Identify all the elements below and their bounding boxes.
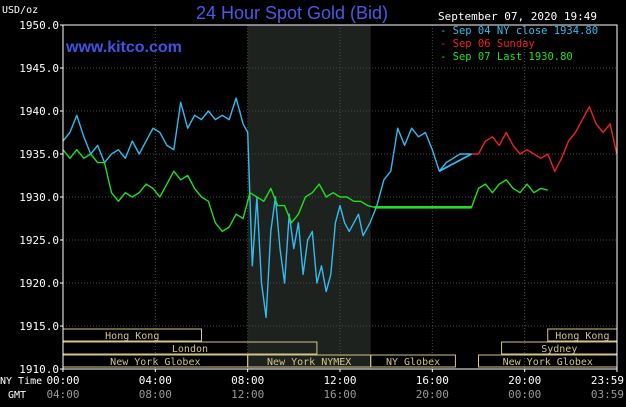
series-line-2 — [62, 148, 548, 233]
x-tick-label-ny: 20:00 — [508, 374, 541, 387]
y-tick-label: 1945.0 — [19, 62, 59, 75]
x-tick-label-gmt: 00:00 — [508, 388, 541, 401]
x-tick-label-ny: 23:59 — [591, 374, 624, 387]
legend-entry: - Sep 07 Last 1930.80 — [440, 51, 573, 63]
x-row-label-gmt: GMT — [8, 390, 26, 401]
x-tick-label-ny: 16:00 — [416, 374, 449, 387]
x-axis-ticks: 00:0004:0004:0008:0008:0012:0012:0016:00… — [46, 369, 624, 401]
legend: - Sep 04 NY close 1934.80- Sep 06 Sunday… — [440, 25, 598, 63]
session-label: New York NYMEX — [267, 357, 351, 368]
x-tick-label-ny: 12:00 — [323, 374, 356, 387]
x-tick-label-ny: 00:00 — [46, 374, 79, 387]
session-label: Hong Kong — [555, 331, 609, 342]
y-tick-label: 1935.0 — [19, 148, 59, 161]
y-tick-label: 1920.0 — [19, 277, 59, 290]
session-label: NY Globex — [386, 357, 440, 368]
legend-entry: - Sep 06 Sunday — [440, 38, 535, 50]
x-tick-label-gmt: 03:59 — [591, 388, 624, 401]
session-label: New York Globex — [110, 357, 200, 368]
series-line-1 — [471, 105, 618, 172]
website-label: www.kitco.com — [65, 39, 182, 56]
x-tick-label-gmt: 08:00 — [139, 388, 172, 401]
x-tick-label-ny: 04:00 — [139, 374, 172, 387]
series-line-0 — [62, 97, 472, 319]
y-tick-label: 1925.0 — [19, 234, 59, 247]
timestamp: September 07, 2020 19:49 — [438, 10, 597, 23]
session-label: Sydney — [541, 344, 577, 355]
session-label: London — [172, 344, 208, 355]
y-tick-label: 1930.0 — [19, 191, 59, 204]
flat-segment-blue — [438, 153, 472, 172]
chart-title: 24 Hour Spot Gold (Bid) — [196, 3, 388, 23]
y-tick-label: 1915.0 — [19, 320, 59, 333]
x-tick-label-gmt: 04:00 — [46, 388, 79, 401]
session-label: New York Globex — [503, 357, 593, 368]
y-axis-ticks: 1950.0 1945.0 1940.0 1935.0 1930.0 1925.0 1920… — [19, 19, 63, 376]
market-sessions: Hong Kong Hong Kong London Sydney New York G… — [62, 328, 618, 368]
session-bar — [370, 354, 456, 368]
x-tick-label-ny: 08:00 — [231, 374, 264, 387]
session-label: Hong Kong — [105, 331, 159, 342]
y-tick-label: 1910.0 — [19, 363, 59, 376]
x-tick-label-gmt: 16:00 — [323, 388, 356, 401]
y-axis-label: USD/oz — [2, 5, 38, 16]
x-row-label-ny: NY Time — [0, 376, 42, 387]
legend-entry: - Sep 04 NY close 1934.80 — [440, 25, 598, 37]
y-tick-label: 1950.0 — [19, 19, 59, 32]
x-tick-label-gmt: 12:00 — [231, 388, 264, 401]
y-tick-label: 1940.0 — [19, 105, 59, 118]
x-tick-label-gmt: 20:00 — [416, 388, 449, 401]
price-series — [62, 97, 618, 319]
